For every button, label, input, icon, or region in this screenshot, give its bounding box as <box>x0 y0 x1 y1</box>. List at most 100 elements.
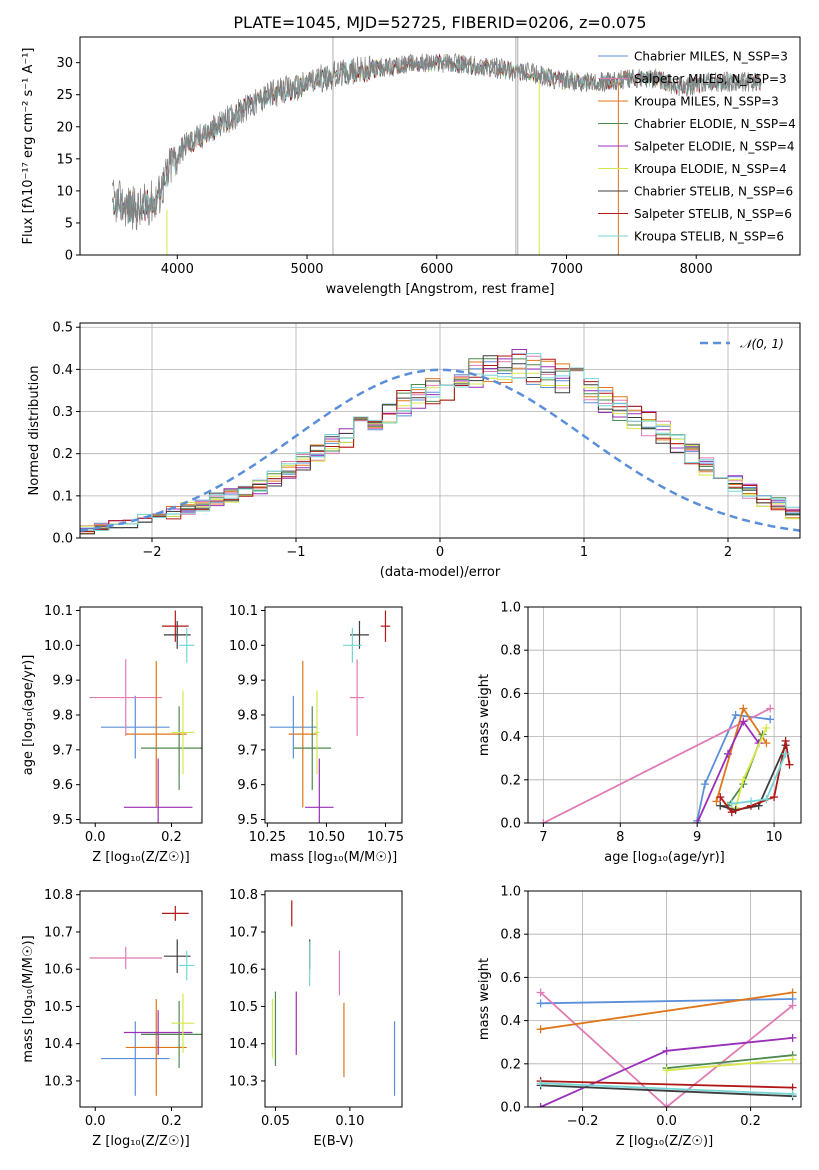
errorbar-point <box>89 946 162 970</box>
y-tick-label: 10.3 <box>229 1074 258 1089</box>
weight-line <box>540 1082 793 1095</box>
x-tick-label: 0.05 <box>261 1114 290 1129</box>
y-tick-label: 9.9 <box>52 674 73 689</box>
weight-marker <box>731 711 740 719</box>
y-tick-label: 10.3 <box>44 1074 73 1089</box>
x-axis-label: Z [log₁₀(Z/Z☉)] <box>92 1134 189 1149</box>
legend-label: Chabrier STELIB, N_SSP=6 <box>634 185 793 199</box>
y-tick-label: 0.2 <box>500 773 521 788</box>
errorbar-point <box>125 999 187 1096</box>
weight-marker <box>712 797 721 806</box>
errorbar-point <box>305 758 334 823</box>
chart-title: PLATE=1045, MJD=52725, FIBERID=0206, z=0… <box>233 13 646 32</box>
weight-marker <box>662 1103 671 1107</box>
weight-marker <box>762 739 771 748</box>
age_vs_Z-panel: 0.0 0.2 9.5 9.6 9.7 9.8 9.9 10.0 10.1 Z [log₁₀(Z/… <box>21 604 203 865</box>
observed-spectrum-line <box>112 52 762 231</box>
y-axis-label: age [log₁₀(age/yr)] <box>21 655 36 776</box>
spectrum-panel: 4000 5000 6000 7000 8000 0 5 10 15 20 25 30 waveleng… <box>21 13 801 297</box>
x-axis-label: Z [log₁₀(Z/Z☉)] <box>616 1134 713 1149</box>
y-tick-label: 30 <box>56 56 73 71</box>
y-tick-label: 9.5 <box>52 813 73 828</box>
weight-marker <box>716 793 725 802</box>
x-tick-label: 7 <box>539 830 547 845</box>
weight-marker <box>727 808 736 817</box>
errorbar-point <box>179 627 195 663</box>
y-tick-label: 10.7 <box>229 925 258 940</box>
y-tick-label: 0.4 <box>500 1014 521 1029</box>
y-tick-label: 9.7 <box>52 743 73 758</box>
weight-line <box>731 753 787 805</box>
y-tick-label: 10.6 <box>229 963 258 978</box>
weight-marker <box>762 795 771 804</box>
x-axis-label: age [log₁₀(age/yr)] <box>604 850 725 865</box>
errorbar-point <box>89 659 162 736</box>
y-tick-label: 0.5 <box>52 321 73 336</box>
weight-marker <box>536 1103 545 1107</box>
spectrum-plot-area <box>112 37 762 255</box>
x-tick-label: 2 <box>724 545 732 560</box>
legend-label: Kroupa STELIB, N_SSP=6 <box>634 230 784 244</box>
x-tick-label: 0.2 <box>740 1114 761 1129</box>
legend-label: Chabrier ELODIE, N_SSP=4 <box>634 117 796 131</box>
errorbar-point <box>314 690 320 775</box>
legend-label: Salpeter MILES, N_SSP=3 <box>634 72 787 86</box>
legend-label: Kroupa MILES, N_SSP=3 <box>634 95 779 109</box>
x-tick-label: 8 <box>616 830 624 845</box>
weight-marker <box>536 999 545 1008</box>
legend-label: Salpeter STELIB, N_SSP=6 <box>634 207 792 221</box>
axes-frame <box>264 606 403 824</box>
y-tick-label: 10.7 <box>44 925 73 940</box>
x-tick-label: 6000 <box>420 262 453 277</box>
x-axis-label: mass [log₁₀(M/M☉)] <box>270 850 397 865</box>
errorbar-point <box>293 706 332 790</box>
weight-marker <box>723 749 732 758</box>
y-tick-label: 0.0 <box>500 817 521 832</box>
errorbar-point <box>161 905 189 921</box>
axes-frame <box>79 322 801 539</box>
x-tick-label: 0.0 <box>85 1114 106 1129</box>
errorbar-point <box>350 659 365 736</box>
weight-marker <box>536 988 545 997</box>
mass_vs_ebv-panel: 0.05 0.10 10.3 10.4 10.5 10.6 10.7 10.8 E(B-V) <box>229 888 403 1149</box>
weight-line <box>540 991 793 1031</box>
errorbar-point <box>171 993 195 1053</box>
x-tick-label: 4000 <box>161 262 194 277</box>
weight-marker <box>727 799 736 808</box>
y-axis-label: Normed distribution <box>27 366 42 496</box>
y-tick-label: 9.6 <box>237 778 258 793</box>
x-tick-label: 10.50 <box>308 830 345 845</box>
axes-frame <box>79 36 801 256</box>
weight-line <box>696 719 760 823</box>
weight-marker <box>788 988 797 997</box>
weight-marker <box>739 775 748 784</box>
histogram-step <box>80 349 800 530</box>
y-tick-label: 10.4 <box>229 1037 258 1052</box>
weight-marker <box>766 704 775 713</box>
x-tick-label: 0.10 <box>335 1114 364 1129</box>
errorbar-point <box>179 950 195 981</box>
weight-marker <box>693 819 702 823</box>
y-axis-label: mass weight <box>477 674 492 756</box>
x-tick-label: 0.0 <box>656 1114 677 1129</box>
y-tick-label: 10.1 <box>229 604 258 619</box>
weight-marker <box>662 1066 671 1075</box>
weight-marker <box>781 736 790 745</box>
weight-marker <box>662 1046 671 1055</box>
errorbar-point <box>342 627 362 663</box>
legend-label: Chabrier MILES, N_SSP=3 <box>634 50 788 64</box>
y-tick-label: 0.0 <box>500 1101 521 1116</box>
weight-marker <box>785 760 794 769</box>
y-tick-label: 0.4 <box>500 730 521 745</box>
weight-marker <box>788 1001 797 1010</box>
weight-marker <box>539 819 548 823</box>
y-axis-label: mass [log₁₀(M/M☉)] <box>21 935 36 1062</box>
y-tick-label: 5 <box>65 216 73 231</box>
weight_vs_age-plot-area <box>539 704 794 823</box>
y-tick-label: 0.6 <box>500 971 521 986</box>
y-tick-label: 10 <box>56 184 73 199</box>
mass_vs_Z-plot-area <box>89 905 202 1096</box>
x-tick-label: 8000 <box>680 262 713 277</box>
weight-line <box>734 727 768 809</box>
x-tick-label: −1 <box>286 545 305 560</box>
